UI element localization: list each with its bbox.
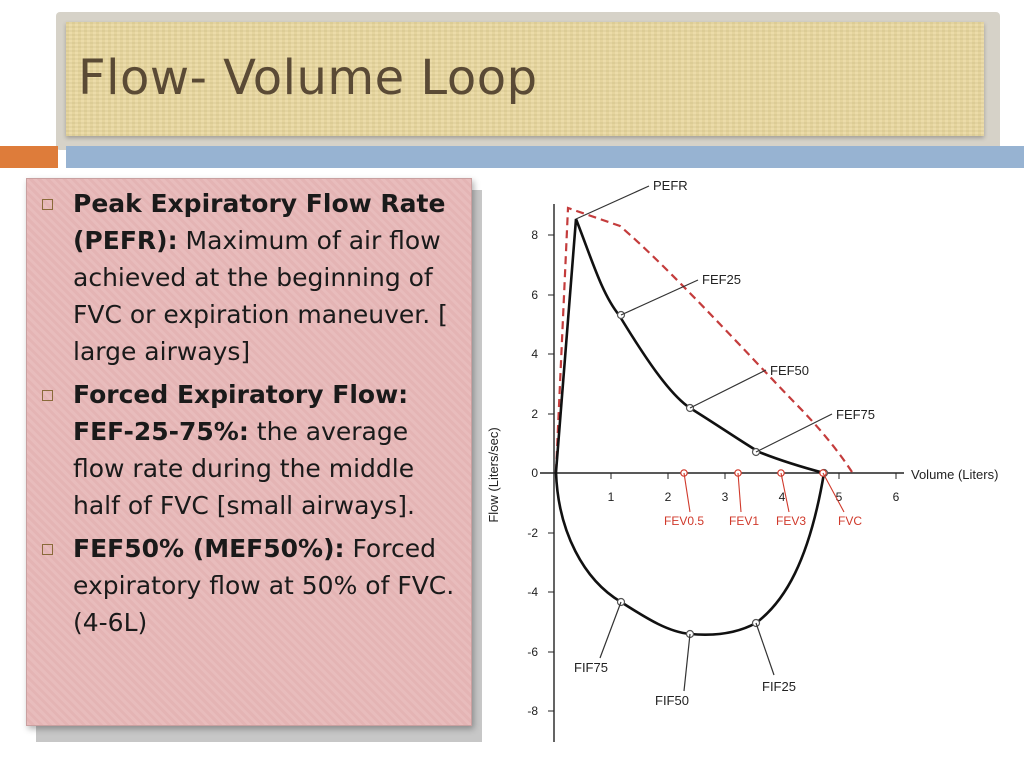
y-tick-label: -8 [527,704,538,718]
y-tick-label: 6 [531,288,538,302]
x-tick-label: 2 [665,490,672,504]
expiratory-curve [554,218,825,475]
square-bullet-icon [42,544,53,555]
label-fev05: FEV0.5 [664,514,704,528]
label-fef75: FEF75 [836,407,875,422]
label-fev1: FEV1 [729,514,759,528]
square-bullet-icon [42,199,53,210]
label-fif25: FIF25 [762,679,796,694]
x-tick-labels: 1 2 3 4 5 6 [608,490,900,504]
x-tick-label: 3 [722,490,729,504]
bullet-term: Forced Expiratory Flow: FEF-25-75%: [73,380,409,446]
normal-curve-dashed [554,206,853,473]
label-fif50: FIF50 [655,693,689,708]
x-tick-label: 1 [608,490,615,504]
leader-lines [575,185,833,692]
square-bullet-icon [42,390,53,401]
y-tick-label: -6 [527,645,538,659]
y-tick-label: 0 [531,466,538,480]
y-tick-label: 2 [531,407,538,421]
title-banner: Flow- Volume Loop [66,22,984,136]
y-tick-label: -4 [527,585,538,599]
x-axis-label: Volume (Liters) [911,467,998,482]
accent-bar-orange [0,146,58,168]
flow-volume-svg: 8 6 4 2 0 -2 -4 -6 -8 1 2 3 4 5 6 Volume… [486,178,998,742]
x-tick-label: 6 [893,490,900,504]
bullet-term: FEF50% (MEF50%): [73,534,345,563]
point-labels: PEFR FEF25 FEF50 FEF75 FIF75 FIF50 FIF25 [574,178,875,708]
bullet-list: Peak Expiratory Flow Rate (PEFR): Maximu… [27,185,465,647]
bullet-text: Forced expiratory flow at 50% of FVC. (4… [73,534,455,637]
bullet-text: the average flow rate during the middle … [73,417,415,520]
bullet-text: Maximum of air flow achieved at the begi… [73,226,448,366]
label-fvc: FVC [838,514,862,528]
y-tick-label: 4 [531,347,538,361]
fev-labels: FEV0.5 FEV1 FEV3 FVC [664,514,862,528]
label-fef25: FEF25 [702,272,741,287]
bullet-term: Peak Expiratory Flow Rate (PEFR): [73,189,446,255]
label-fev3: FEV3 [776,514,806,528]
slide-title: Flow- Volume Loop [78,50,538,106]
fev-leader-lines [683,472,845,513]
y-tick-label: 8 [531,228,538,242]
label-fef50: FEF50 [770,363,809,378]
y-axis-label: Flow (Liters/sec) [486,427,501,522]
bullet-fef: Forced Expiratory Flow: FEF-25-75%: the … [27,376,465,524]
label-fif75: FIF75 [574,660,608,675]
flow-volume-diagram: 8 6 4 2 0 -2 -4 -6 -8 1 2 3 4 5 6 Volume… [484,172,1024,752]
bullet-pefr: Peak Expiratory Flow Rate (PEFR): Maximu… [27,185,465,370]
text-panel: Peak Expiratory Flow Rate (PEFR): Maximu… [26,178,472,726]
y-tick-marks [548,234,554,712]
x-tick-label: 4 [779,490,786,504]
x-tick-label: 5 [836,490,843,504]
label-pefr: PEFR [653,178,688,193]
accent-bar-blue [66,146,1024,168]
y-tick-label: -2 [527,526,538,540]
bullet-fef50: FEF50% (MEF50%): Forced expiratory flow … [27,530,465,641]
y-tick-labels: 8 6 4 2 0 -2 -4 -6 -8 [527,228,538,718]
x-tick-marks [610,473,897,479]
